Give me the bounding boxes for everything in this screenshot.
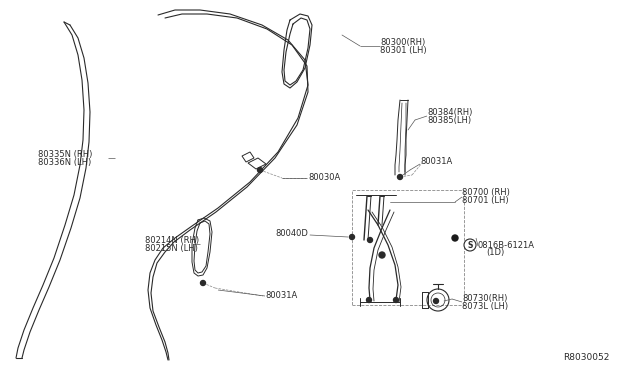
Circle shape	[367, 298, 371, 302]
Text: 80385(LH): 80385(LH)	[427, 115, 471, 125]
Text: 0816B-6121A: 0816B-6121A	[478, 241, 535, 250]
Bar	[352, 190, 464, 305]
Circle shape	[452, 235, 458, 241]
Text: 80031A: 80031A	[420, 157, 452, 167]
Text: 80730(RH): 80730(RH)	[462, 294, 508, 302]
Circle shape	[464, 239, 476, 251]
Circle shape	[200, 280, 205, 285]
Circle shape	[257, 167, 262, 173]
Circle shape	[379, 252, 385, 258]
Text: (1D): (1D)	[486, 248, 504, 257]
Text: S: S	[467, 241, 473, 250]
Text: 80030A: 80030A	[308, 173, 340, 183]
Circle shape	[349, 234, 355, 240]
Text: 80214N (RH): 80214N (RH)	[145, 235, 199, 244]
Circle shape	[394, 298, 399, 302]
Text: 8073L (LH): 8073L (LH)	[462, 301, 508, 311]
Text: 80300(RH): 80300(RH)	[380, 38, 425, 46]
Circle shape	[367, 237, 372, 243]
Text: 80384(RH): 80384(RH)	[427, 108, 472, 116]
Circle shape	[433, 298, 438, 304]
Text: 80215N (LH): 80215N (LH)	[145, 244, 198, 253]
Text: 80700 (RH): 80700 (RH)	[462, 189, 510, 198]
Text: R8030052: R8030052	[564, 353, 610, 362]
Text: 80040D: 80040D	[275, 228, 308, 237]
Text: 80335N (RH): 80335N (RH)	[38, 151, 92, 160]
Circle shape	[397, 174, 403, 180]
Text: 80701 (LH): 80701 (LH)	[462, 196, 509, 205]
Text: 80031A: 80031A	[265, 292, 297, 301]
Text: 80336N (LH): 80336N (LH)	[38, 158, 92, 167]
Text: 80301 (LH): 80301 (LH)	[380, 45, 427, 55]
